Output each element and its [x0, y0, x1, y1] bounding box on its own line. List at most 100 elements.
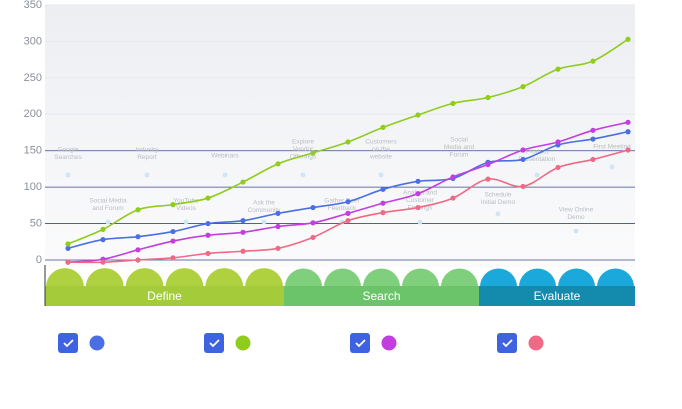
point: [135, 207, 141, 213]
point: [380, 186, 386, 192]
point: [590, 127, 596, 133]
check: [63, 339, 74, 348]
annotation: View Online: [559, 207, 594, 214]
annotation: Customers: [365, 139, 397, 146]
y-tick-label: 50: [30, 217, 42, 229]
annotation-dot: [261, 219, 267, 225]
point: [590, 156, 596, 163]
annotation-dot: [183, 219, 189, 225]
point: [170, 202, 176, 208]
annotation: Industry: [135, 147, 159, 154]
point: [170, 255, 176, 261]
checkbox: [204, 333, 224, 353]
point: [450, 195, 456, 201]
point: [625, 129, 631, 135]
annotation: Forum: [450, 152, 469, 159]
point: [415, 204, 421, 211]
point: [625, 119, 631, 125]
annotation: First Meeting: [593, 144, 631, 151]
point: [450, 174, 456, 180]
point: [520, 156, 526, 163]
point: [590, 58, 596, 64]
annotation-dot: [378, 172, 384, 178]
annotation: Social: [450, 137, 468, 144]
point: [205, 220, 211, 227]
annotation-dot: [105, 219, 111, 225]
annotation: Community: [248, 207, 282, 214]
annotation: Webinars: [211, 153, 239, 160]
point: [520, 147, 526, 153]
annotation-dot: [144, 172, 150, 178]
annotation: Social Media: [89, 198, 127, 205]
point: [415, 112, 421, 118]
annotation-dot: [495, 211, 501, 217]
point: [555, 139, 561, 145]
annotation: Schedule: [484, 192, 511, 199]
point: [240, 179, 246, 185]
checkbox: [58, 333, 78, 353]
point: [170, 238, 176, 244]
annotation-dot: [609, 164, 615, 170]
annotation-dot: [222, 172, 228, 178]
point: [345, 210, 351, 216]
point: [205, 232, 211, 238]
point: [65, 259, 71, 265]
annotation: Ask the: [253, 200, 275, 207]
legend-item[interactable]: [497, 333, 544, 353]
point: [485, 94, 491, 101]
point: [555, 66, 561, 72]
point: [275, 223, 281, 230]
point: [590, 136, 596, 142]
plot-area: [45, 5, 635, 267]
point: [100, 226, 106, 232]
stage-label: Define: [147, 289, 182, 303]
check: [355, 339, 366, 348]
annotation: on the: [372, 146, 390, 153]
point: [485, 161, 491, 168]
point: [275, 210, 281, 216]
y-tick-label: 100: [24, 181, 42, 193]
point: [345, 139, 351, 145]
point: [625, 36, 631, 42]
annotation: Demo: [567, 214, 585, 221]
point: [345, 199, 351, 205]
point: [65, 241, 71, 247]
y-tick-label: 350: [24, 0, 42, 11]
checkbox: [350, 333, 370, 353]
point: [520, 84, 526, 90]
point: [520, 183, 526, 190]
point: [345, 218, 351, 224]
annotation: Gather Peer: [324, 198, 360, 205]
point: [310, 204, 316, 211]
legend-swatch: [235, 335, 251, 351]
annotation: Customer: [406, 197, 435, 204]
point: [205, 195, 211, 201]
annotation: Searches: [54, 154, 82, 161]
y-tick-label: 150: [24, 145, 42, 157]
stage-bar: [45, 286, 284, 306]
point: [240, 218, 246, 224]
point: [380, 124, 386, 130]
point: [170, 228, 176, 235]
point: [380, 210, 386, 216]
annotation: Product: [526, 149, 549, 156]
annotation: Explore: [292, 139, 314, 146]
annotation: YouTube: [173, 198, 199, 205]
y-tick-label: 300: [24, 35, 42, 47]
legend-item[interactable]: [350, 333, 397, 353]
point: [240, 248, 246, 254]
point: [415, 178, 421, 184]
annotation-dot: [573, 228, 579, 234]
legend-item[interactable]: [58, 333, 105, 353]
legend-swatch: [528, 335, 544, 351]
annotation: Videos: [176, 205, 197, 212]
point: [450, 100, 456, 106]
legend-swatch: [89, 335, 105, 351]
y-tick-label: 200: [24, 108, 42, 120]
point: [240, 229, 246, 235]
point: [275, 161, 281, 167]
annotation: Offerings: [290, 154, 317, 161]
annotation: Feedback: [328, 205, 357, 212]
legend-item[interactable]: [204, 333, 251, 353]
